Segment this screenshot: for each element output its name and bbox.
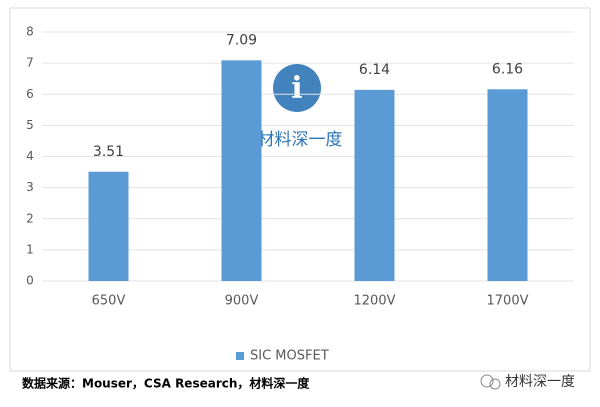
- y-tick-label: 7: [26, 56, 34, 70]
- bar: [221, 60, 262, 282]
- logo-glyph: i: [291, 71, 302, 106]
- y-tick-label: 8: [26, 25, 34, 39]
- y-tick-label: 3: [26, 180, 34, 194]
- data-label: 3.51: [93, 144, 124, 160]
- logo: i: [273, 64, 321, 112]
- data-label: 7.09: [226, 32, 257, 48]
- bar: [354, 89, 395, 281]
- corner-text: 材料深一度: [505, 374, 575, 390]
- y-tick-label: 2: [26, 211, 34, 225]
- wechat-icon: [489, 378, 501, 390]
- logo-text: 材料深一度: [258, 130, 343, 150]
- legend-label: SIC MOSFET: [250, 349, 329, 364]
- legend-swatch: [236, 352, 244, 360]
- y-tick-label: 6: [26, 87, 34, 101]
- y-tick-label: 4: [26, 149, 34, 163]
- wechat-icon: [480, 374, 494, 388]
- y-tick-label: 5: [26, 118, 34, 132]
- corner-watermark: [480, 374, 501, 390]
- x-tick-label: 900V: [225, 294, 259, 309]
- logo-circle: [273, 64, 321, 112]
- bar: [88, 171, 129, 281]
- y-tick-label: 1: [26, 242, 34, 256]
- bar: [487, 89, 528, 282]
- data-label: 6.14: [359, 62, 390, 78]
- x-tick-label: 650V: [92, 294, 126, 309]
- y-tick-label: 0: [26, 274, 34, 288]
- x-tick-label: 1200V: [354, 294, 396, 309]
- data-label: 6.16: [492, 61, 523, 77]
- source: 数据来源：Mouser，CSA Research，材料深一度: [22, 376, 310, 391]
- x-tick-label: 1700V: [487, 294, 529, 309]
